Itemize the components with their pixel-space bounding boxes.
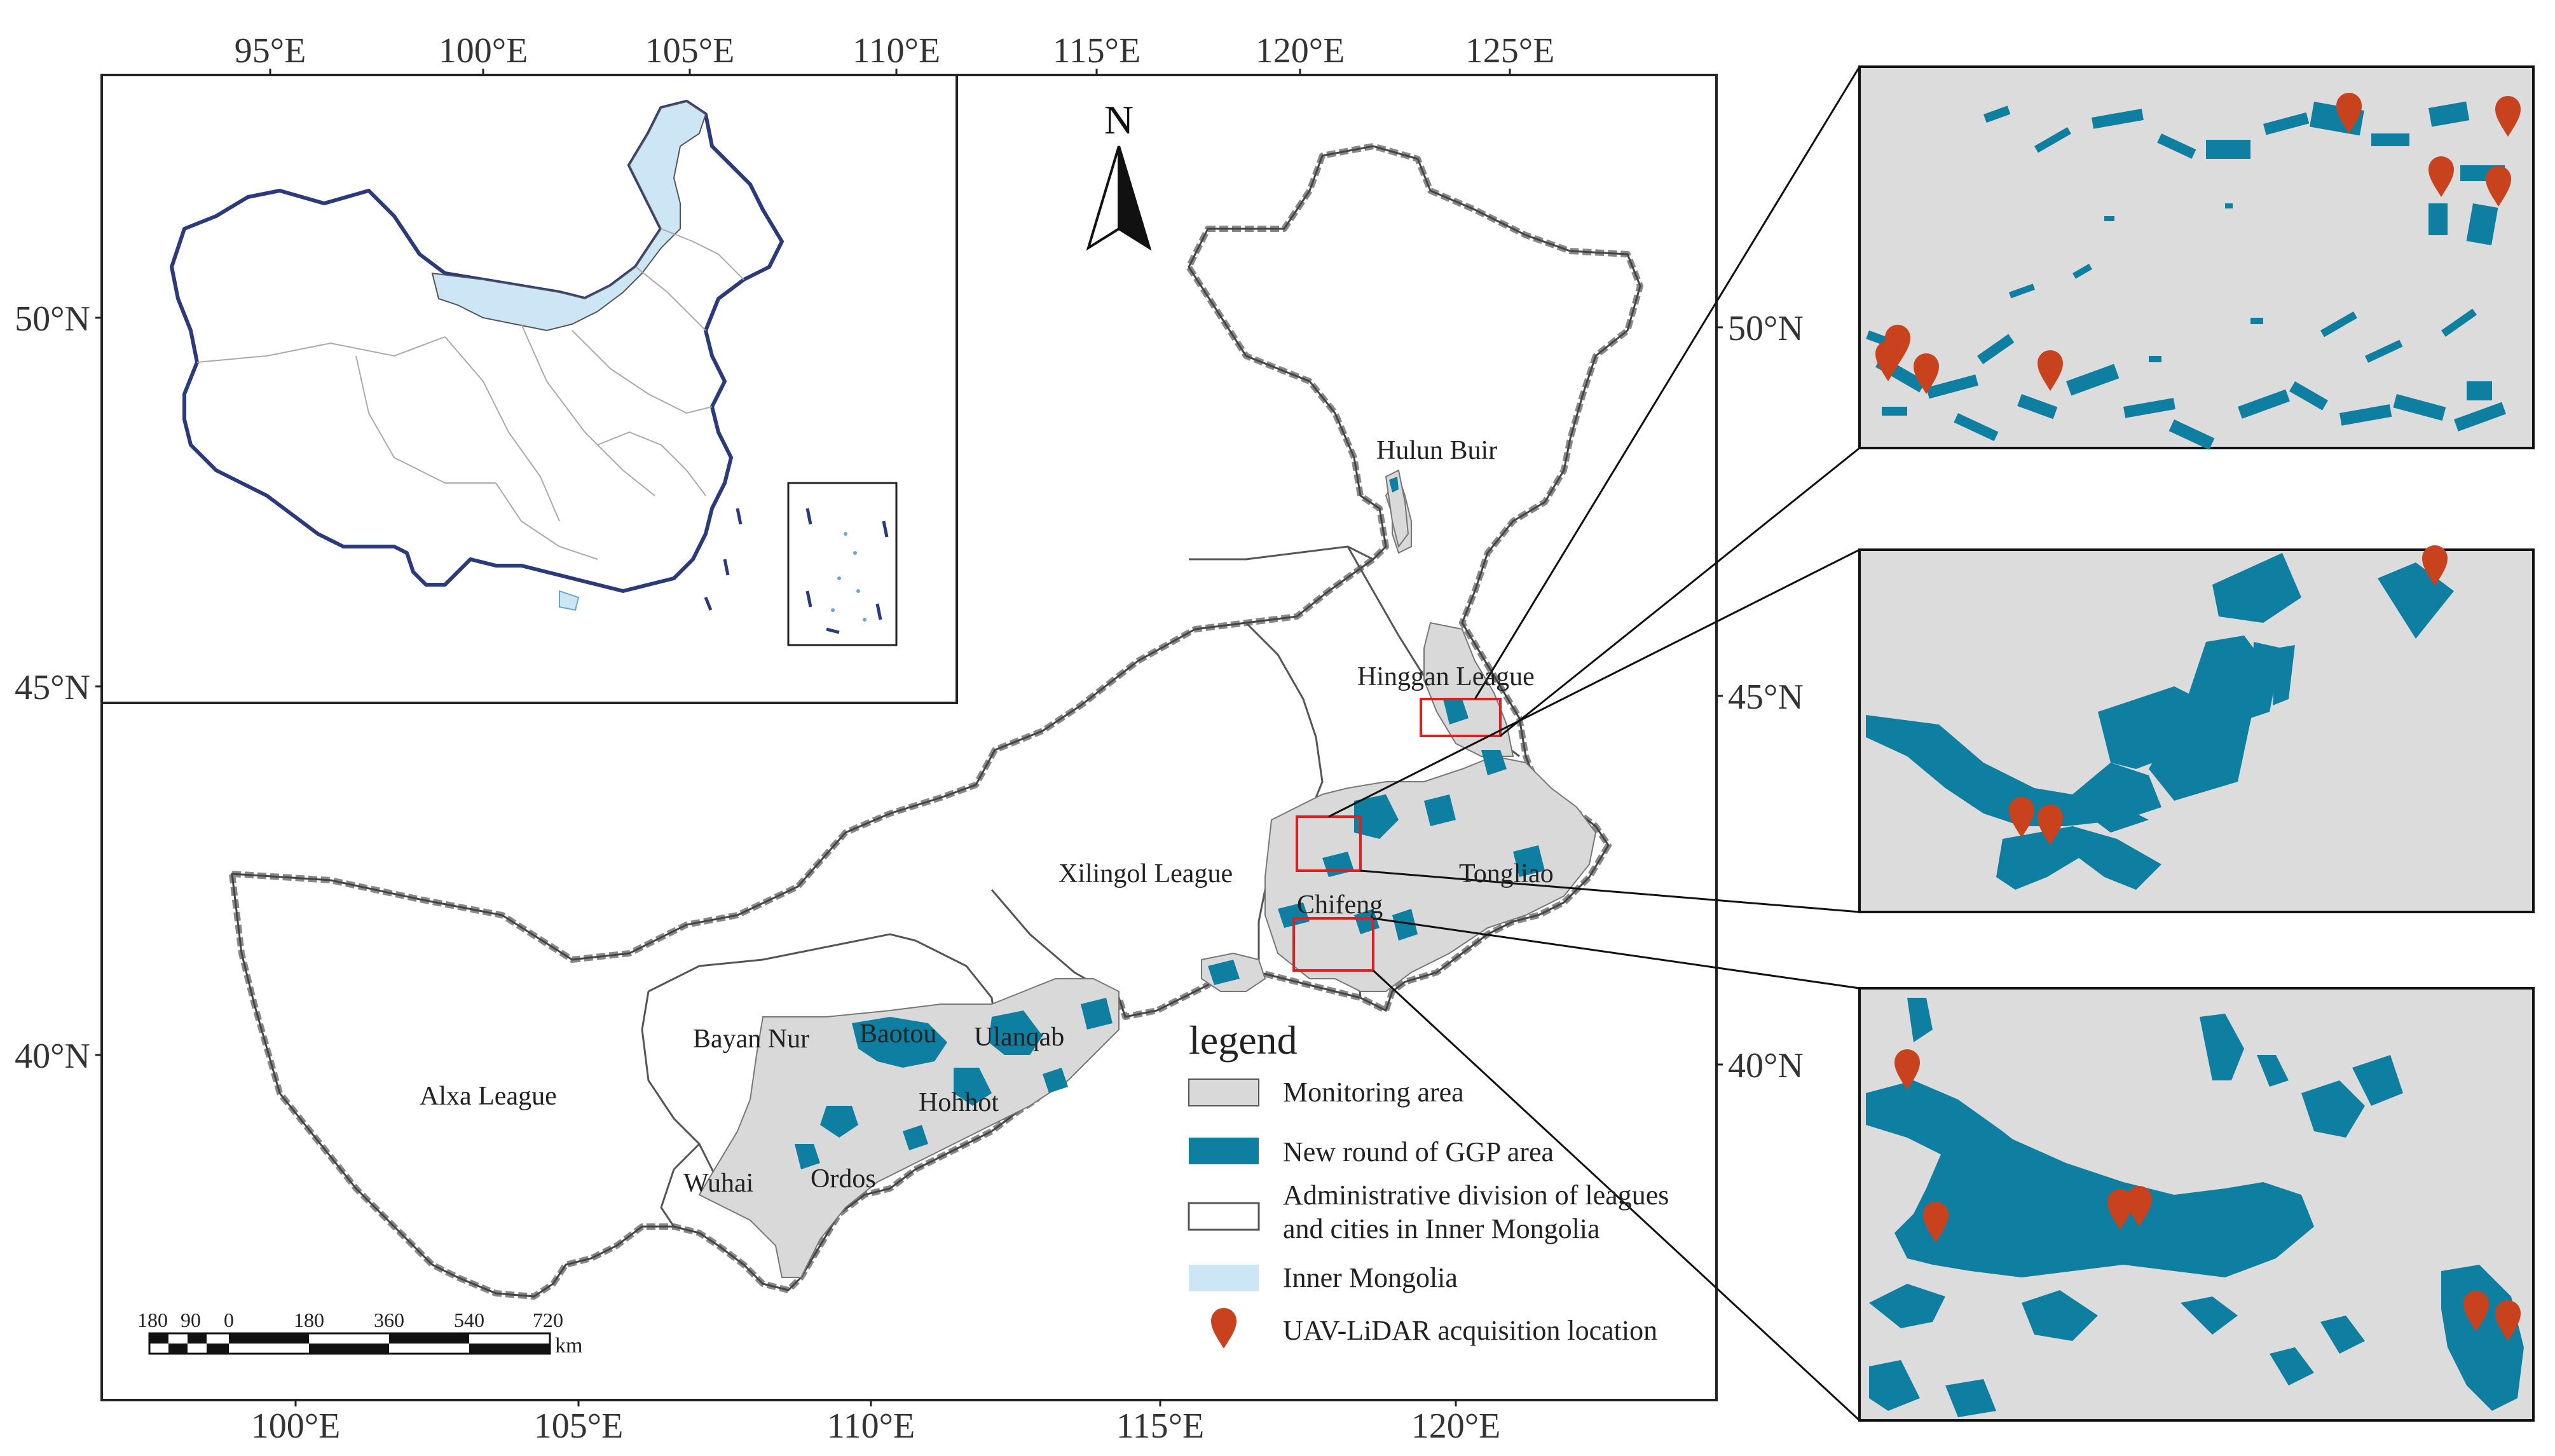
- lat-label-left-45: 45°N: [15, 668, 90, 707]
- scale-tick-360: 360: [374, 1309, 404, 1331]
- label-wuhai: Wuhai: [683, 1169, 753, 1198]
- label-hinggan-league: Hinggan League: [1357, 662, 1535, 691]
- label-xilingol-league: Xilingol League: [1058, 859, 1233, 888]
- legend-label-uav: UAV-LiDAR acquisition location: [1283, 1315, 1657, 1346]
- lon-label-top-100: 100°E: [439, 31, 528, 71]
- legend-label-admin-line2: and cities in Inner Mongolia: [1283, 1213, 1600, 1244]
- legend-label-inner-mongolia: Inner Mongolia: [1283, 1262, 1458, 1293]
- lat-label-right-40: 40°N: [1728, 1046, 1804, 1085]
- legend-label-ggp: New round of GGP area: [1283, 1136, 1554, 1167]
- lon-label-top-115: 115°E: [1053, 31, 1141, 71]
- highlight-box-chifeng-south: [1292, 917, 1374, 972]
- lat-label-right-45: 45°N: [1728, 677, 1804, 717]
- label-bayan-nur: Bayan Nur: [693, 1024, 809, 1054]
- label-hohhot: Hohhot: [919, 1088, 999, 1117]
- south-china-sea-inset: [787, 482, 898, 646]
- label-chifeng: Chifeng: [1297, 890, 1383, 920]
- legend-title: legend: [1189, 1017, 1298, 1063]
- legend-swatch-ggp: [1189, 1138, 1259, 1164]
- inset-panel-1: [1858, 65, 2535, 450]
- scale-tick-90: 90: [181, 1309, 201, 1331]
- lat-label-left-50: 50°N: [15, 299, 90, 339]
- scale-tick-180-left: 180: [137, 1309, 168, 1331]
- ggp-area-regions: [795, 699, 1545, 1169]
- highlight-box-hinggan: [1420, 698, 1502, 737]
- lon-label-bottom-115: 115°E: [1116, 1406, 1205, 1446]
- left-latitude-labels: 50°N 45°N 40°N: [15, 299, 90, 1076]
- north-arrow-label: N: [1104, 97, 1134, 142]
- label-tongliao: Tongliao: [1459, 859, 1554, 888]
- north-arrow-icon: N: [1086, 97, 1152, 251]
- lon-label-top-95: 95°E: [235, 31, 306, 71]
- china-province-lines: [196, 228, 744, 560]
- scale-tick-720: 720: [533, 1309, 563, 1331]
- label-hulun-buir: Hulun Buir: [1376, 436, 1497, 465]
- label-ulanqab: Ulanqab: [974, 1023, 1064, 1052]
- place-labels: Hulun Buir Hinggan League Xilingol Leagu…: [420, 436, 1554, 1198]
- lon-label-top-105: 105°E: [645, 31, 735, 71]
- label-alxa-league: Alxa League: [420, 1082, 557, 1111]
- china-inner-mongolia-highlight: [431, 100, 707, 332]
- lon-label-bottom-105: 105°E: [534, 1406, 624, 1446]
- legend-label-admin-line1: Administrative division of leagues: [1283, 1180, 1669, 1211]
- scale-tick-180: 180: [294, 1309, 324, 1331]
- inset-panel-2: [1858, 545, 2535, 913]
- scale-unit: km: [555, 1334, 582, 1357]
- lon-label-bottom-100: 100°E: [251, 1406, 341, 1446]
- lon-label-bottom-120: 120°E: [1411, 1406, 1501, 1446]
- top-longitude-labels: 95°E 100°E 105°E 110°E 115°E 120°E 125°E: [235, 31, 1555, 71]
- legend-label-monitoring: Monitoring area: [1283, 1077, 1464, 1108]
- bottom-longitude-labels: 100°E 105°E 110°E 115°E 120°E: [251, 1406, 1501, 1446]
- legend: legend Monitoring area New round of GGP …: [1188, 1017, 1669, 1349]
- lon-label-bottom-110: 110°E: [827, 1406, 915, 1446]
- lon-label-top-120: 120°E: [1256, 31, 1345, 71]
- label-ordos: Ordos: [811, 1164, 876, 1194]
- lon-label-top-125: 125°E: [1465, 31, 1555, 71]
- inset-connector-lines: [1328, 66, 1861, 1422]
- legend-swatch-monitoring: [1188, 1078, 1259, 1106]
- lat-label-left-40: 40°N: [15, 1037, 90, 1076]
- scale-bar: 180 90 0 180 360 540 720 km: [137, 1309, 582, 1357]
- inset-panel-3: [1858, 987, 2535, 1422]
- lon-label-top-110: 110°E: [853, 31, 941, 71]
- legend-swatch-inner-mongolia: [1189, 1265, 1259, 1291]
- legend-swatch-admin: [1188, 1202, 1260, 1231]
- label-baotou: Baotou: [860, 1019, 936, 1049]
- scale-tick-540: 540: [454, 1309, 484, 1331]
- right-latitude-labels: 50°N 45°N 40°N: [1728, 309, 1804, 1085]
- scale-tick-0: 0: [224, 1309, 234, 1331]
- lat-label-right-50: 50°N: [1728, 309, 1804, 348]
